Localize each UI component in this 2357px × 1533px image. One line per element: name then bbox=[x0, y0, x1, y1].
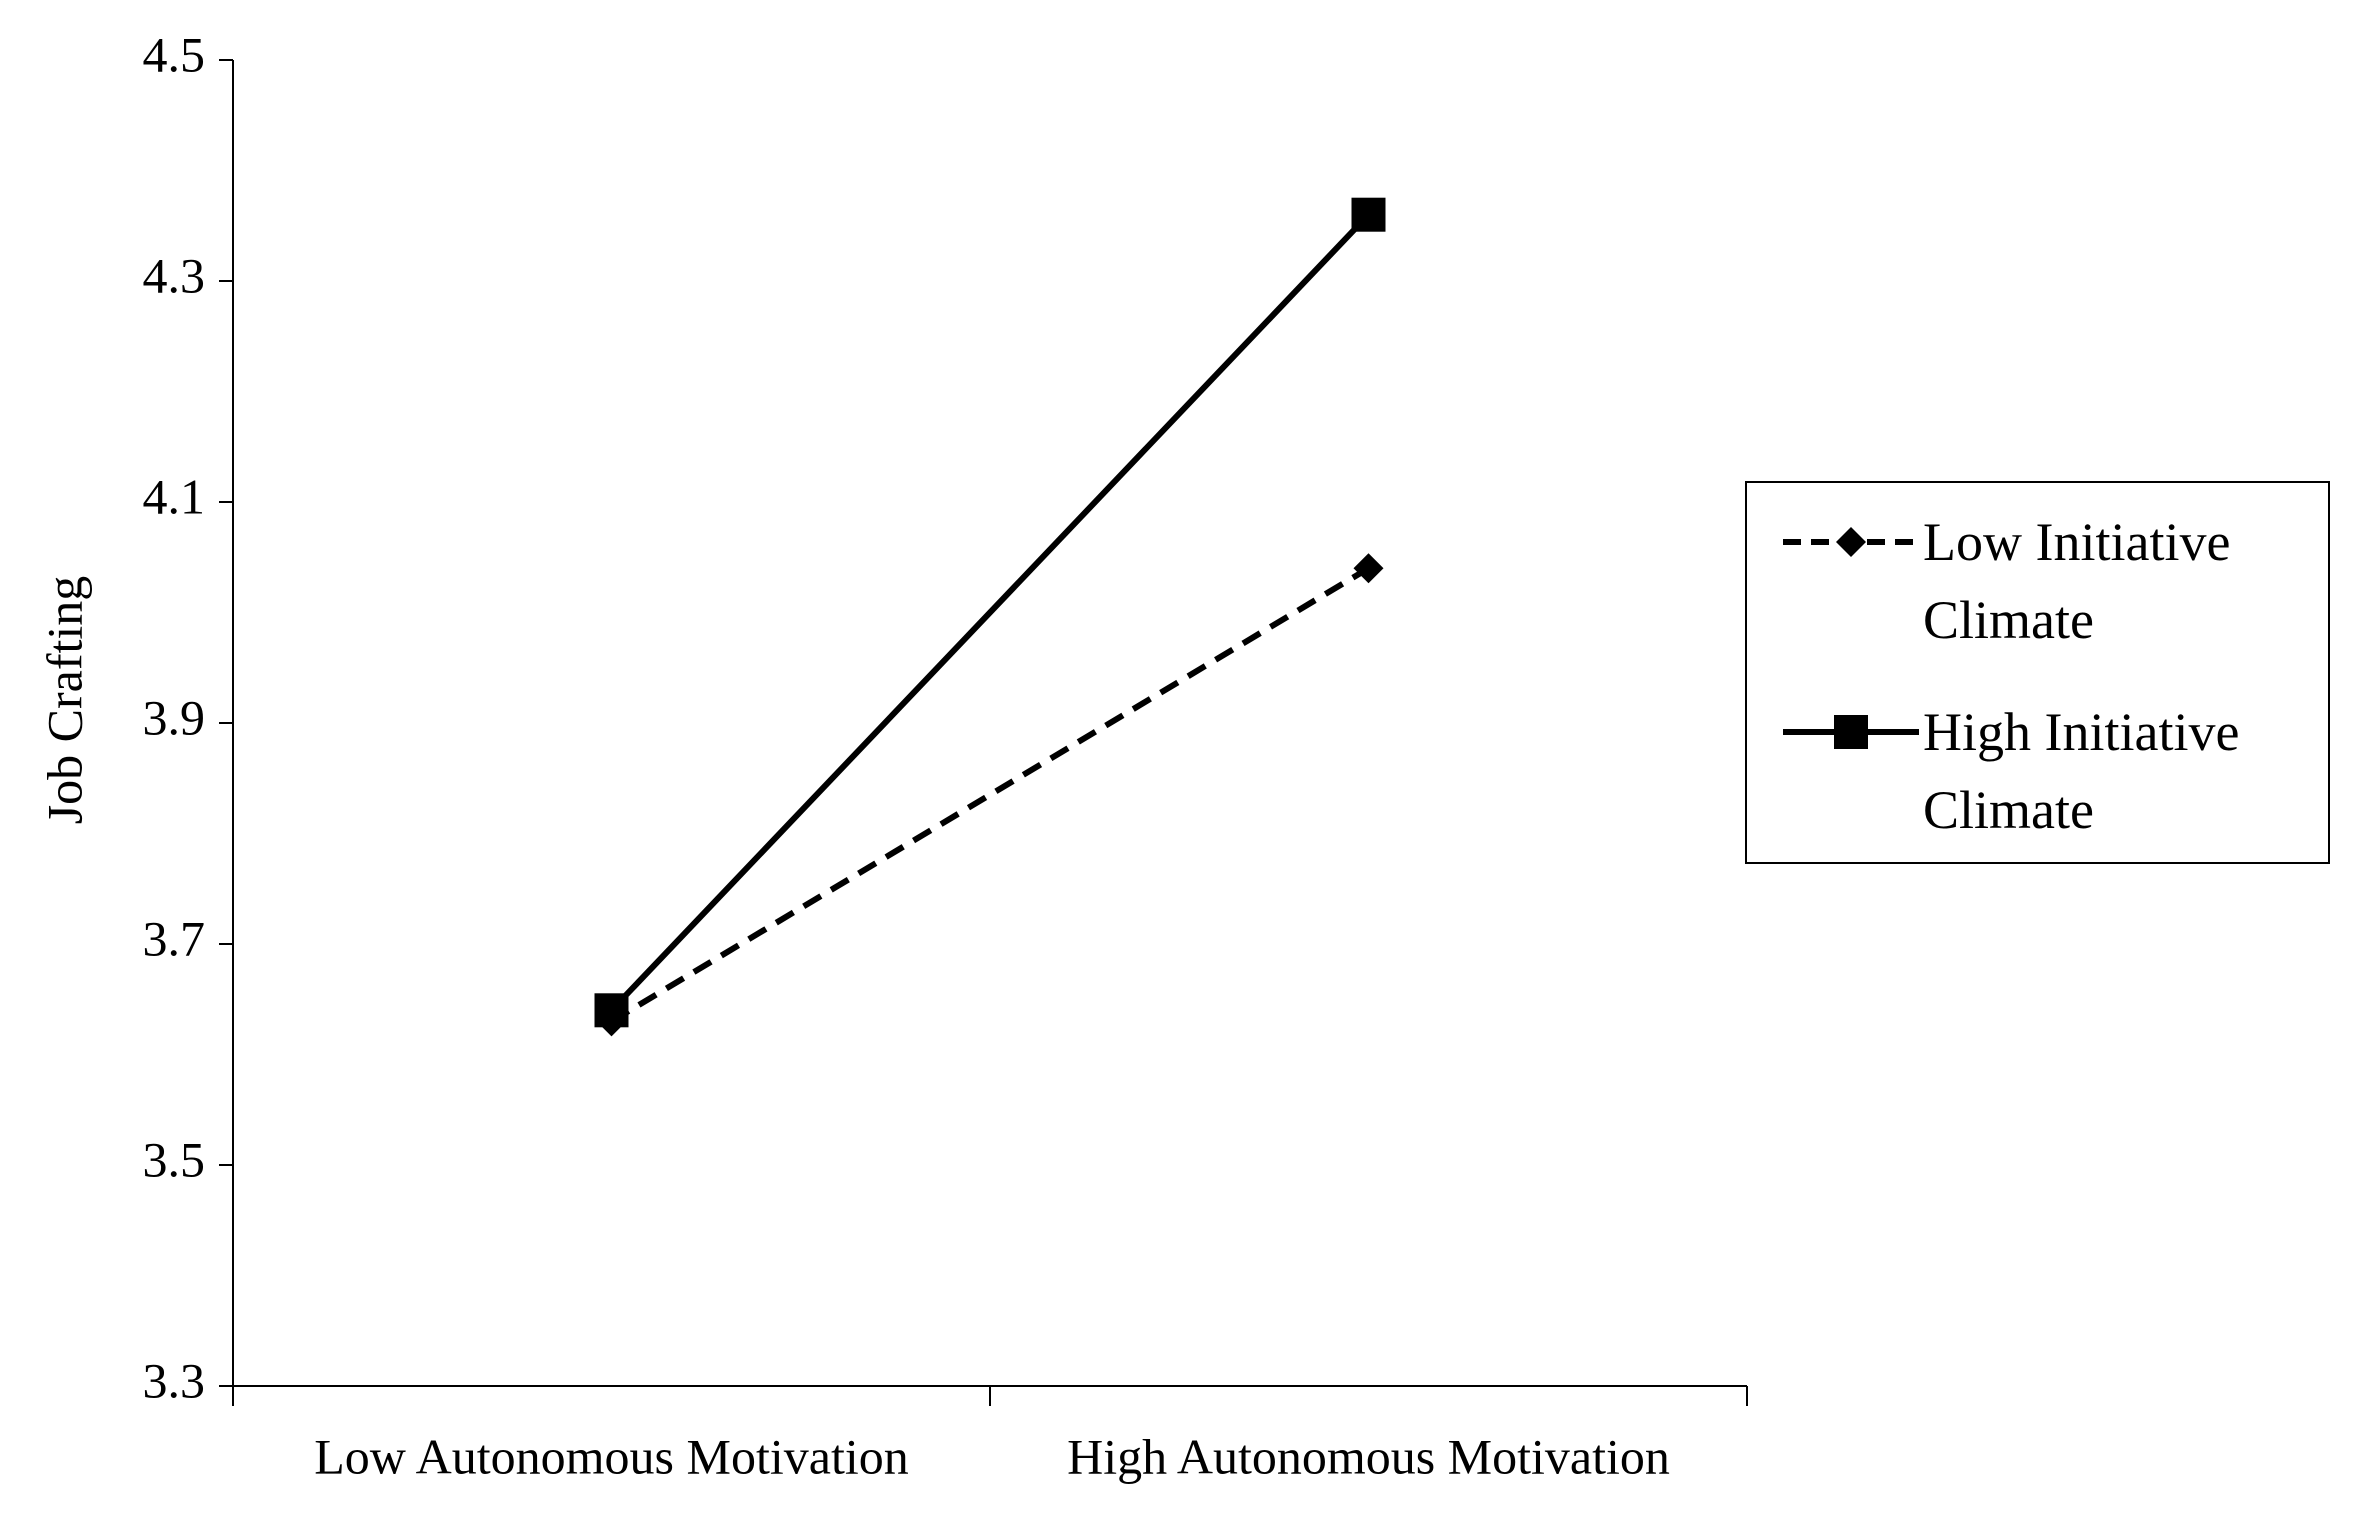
legend: Low Initiative Climate High Initiative Cl… bbox=[1745, 481, 2330, 864]
x-tick-label: High Autonomous Motivation bbox=[1067, 1428, 1670, 1484]
y-tick-label: 4.5 bbox=[143, 26, 206, 82]
x-tick-label: Low Autonomous Motivation bbox=[314, 1428, 908, 1484]
marker bbox=[1353, 553, 1384, 584]
y-tick-label: 4.1 bbox=[143, 468, 206, 524]
marker bbox=[594, 993, 629, 1028]
legend-icon bbox=[1783, 715, 1919, 749]
y-tick-label: 4.3 bbox=[143, 247, 206, 303]
marker bbox=[1351, 197, 1386, 232]
marker bbox=[1836, 527, 1866, 557]
legend-icon bbox=[1783, 527, 1919, 557]
y-tick-label: 3.3 bbox=[143, 1352, 206, 1408]
y-tick-label: 3.7 bbox=[143, 910, 206, 966]
legend-label: High Initiative Climate bbox=[1923, 702, 2240, 840]
series-line bbox=[609, 212, 1371, 1013]
y-axis-title: Job Crafting bbox=[36, 576, 92, 825]
y-tick-label: 3.9 bbox=[143, 689, 206, 745]
series-line bbox=[609, 565, 1371, 1024]
legend-label: Low Initiative Climate bbox=[1923, 512, 2231, 650]
y-tick-label: 3.5 bbox=[143, 1131, 206, 1187]
marker bbox=[1834, 715, 1868, 749]
